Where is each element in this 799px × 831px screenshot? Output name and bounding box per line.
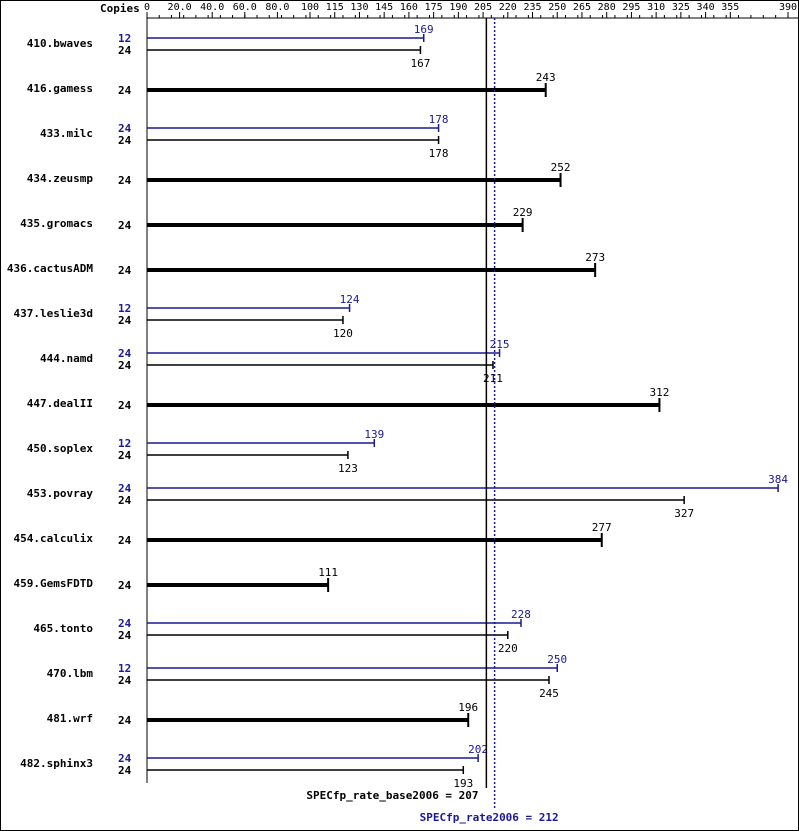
peak-copies-value: 12: [118, 662, 131, 675]
peak-copies-value: 12: [118, 437, 131, 450]
copies-value: 24: [118, 579, 132, 592]
benchmark-label: 437.leslie3d: [14, 307, 93, 320]
peak-value-label: 228: [511, 608, 531, 621]
base-value-label: 193: [453, 777, 473, 790]
base-value-label: 277: [592, 521, 612, 534]
copies-value: 24: [118, 264, 132, 277]
axis-tick-label: 340: [697, 2, 715, 13]
benchmark-label: 453.povray: [27, 487, 94, 500]
axis-tick-label: 80.0: [265, 2, 289, 13]
benchmark-label: 410.bwaves: [27, 37, 93, 50]
copies-value: 24: [118, 764, 132, 777]
axis-tick-label: 390: [779, 2, 797, 13]
axis-tick-label: 190: [449, 2, 467, 13]
axis-tick-label: 160: [400, 2, 418, 13]
base-value-label: 229: [513, 206, 533, 219]
copies-value: 24: [118, 219, 132, 232]
axis-tick-label: 310: [647, 2, 665, 13]
base-value-label: 245: [539, 687, 559, 700]
peak-copies-value: 24: [118, 617, 132, 630]
peak-copies-value: 12: [118, 302, 131, 315]
peak-value-label: 178: [429, 113, 449, 126]
copies-value: 24: [118, 494, 132, 507]
copies-value: 24: [118, 174, 132, 187]
axis-tick-label: 145: [375, 2, 393, 13]
axis-tick-label: 265: [573, 2, 591, 13]
axis-tick-label: 355: [721, 2, 739, 13]
axis-tick-label: 205: [474, 2, 492, 13]
base-value-label: 167: [410, 57, 430, 70]
benchmark-label: 447.dealII: [27, 397, 93, 410]
axis-tick-label: 325: [672, 2, 690, 13]
benchmark-label: 482.sphinx3: [20, 757, 93, 770]
axis-tick-label: 250: [548, 2, 566, 13]
copies-value: 24: [118, 84, 132, 97]
axis-tick-label: 280: [598, 2, 616, 13]
axis-tick-label: 0: [144, 2, 150, 13]
base-value-label: 220: [498, 642, 518, 655]
copies-value: 24: [118, 134, 132, 147]
base-value-label: 123: [338, 462, 358, 475]
peak-copies-value: 24: [118, 122, 132, 135]
axis-tick-label: 130: [350, 2, 368, 13]
axis-tick-label: 20.0: [168, 2, 192, 13]
base-value-label: 243: [536, 71, 556, 84]
benchmark-label: 416.gamess: [27, 82, 93, 95]
base-value-label: 178: [429, 147, 449, 160]
base-value-label: 211: [483, 372, 503, 385]
benchmark-label: 433.milc: [40, 127, 93, 140]
copies-value: 24: [118, 714, 132, 727]
benchmark-label: 454.calculix: [14, 532, 94, 545]
copies-header: Copies: [100, 2, 140, 15]
axis-tick-label: 60.0: [233, 2, 257, 13]
base-value-label: 327: [674, 507, 694, 520]
axis-tick-label: 235: [523, 2, 541, 13]
copies-value: 24: [118, 674, 132, 687]
benchmark-label: 434.zeusmp: [27, 172, 94, 185]
peak-value-label: 124: [340, 293, 360, 306]
copies-value: 24: [118, 399, 132, 412]
base-value-label: 196: [458, 701, 478, 714]
base-value-label: 252: [551, 161, 571, 174]
benchmark-label: 465.tonto: [33, 622, 93, 635]
copies-value: 24: [118, 449, 132, 462]
benchmark-label: 459.GemsFDTD: [14, 577, 94, 590]
benchmark-label: 435.gromacs: [20, 217, 93, 230]
benchmark-label: 481.wrf: [47, 712, 93, 725]
base-value-label: 273: [585, 251, 605, 264]
axis-tick-label: 175: [425, 2, 443, 13]
benchmark-label: 436.cactusADM: [7, 262, 93, 275]
copies-value: 24: [118, 534, 132, 547]
axis-tick-label: 295: [622, 2, 640, 13]
base-value-label: 312: [649, 386, 669, 399]
benchmark-label: 470.lbm: [47, 667, 94, 680]
benchmark-label: 444.namd: [40, 352, 93, 365]
peak-value-label: 384: [768, 473, 788, 486]
peak-value-label: 215: [490, 338, 510, 351]
peak-copies-value: 24: [118, 752, 132, 765]
axis-tick-label: 115: [326, 2, 344, 13]
base-reference-label: SPECfp_rate_base2006 = 207: [306, 789, 478, 802]
benchmark-label: 450.soplex: [27, 442, 94, 455]
axis-tick-label: 40.0: [200, 2, 224, 13]
axis-tick-label: 220: [499, 2, 517, 13]
peak-value-label: 202: [468, 743, 488, 756]
axis-tick-label: 100: [301, 2, 319, 13]
copies-value: 24: [118, 629, 132, 642]
peak-value-label: 250: [547, 653, 567, 666]
base-value-label: 111: [318, 566, 338, 579]
peak-copies-value: 24: [118, 482, 132, 495]
peak-value-label: 139: [364, 428, 384, 441]
copies-value: 24: [118, 359, 132, 372]
peak-copies-value: 12: [118, 32, 131, 45]
peak-reference-label: SPECfp_rate2006 = 212: [420, 811, 559, 824]
peak-copies-value: 24: [118, 347, 132, 360]
copies-value: 24: [118, 314, 132, 327]
copies-value: 24: [118, 44, 132, 57]
base-value-label: 120: [333, 327, 353, 340]
peak-value-label: 169: [414, 23, 434, 36]
